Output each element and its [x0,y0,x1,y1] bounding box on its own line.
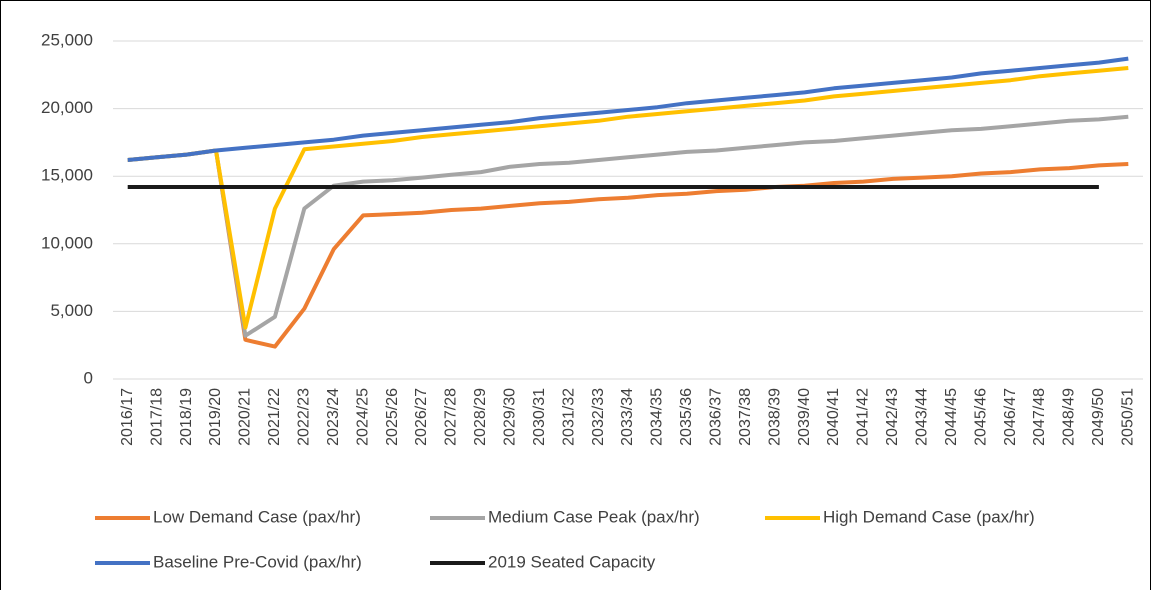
x-tick-label: 2017/18 [148,388,165,446]
x-tick-label: 2026/27 [413,388,430,446]
x-tick-label: 2035/36 [678,388,695,446]
x-tick-label: 2031/32 [560,388,577,446]
legend-label: 2019 Seated Capacity [488,552,656,571]
x-tick-label: 2018/19 [178,388,195,446]
legend-label: Medium Case Peak (pax/hr) [488,507,700,526]
series-line [127,114,1129,338]
y-tick-label: 10,000 [41,233,93,252]
x-tick-label: 2030/31 [531,388,548,446]
x-tick-label: 2044/45 [943,388,960,446]
y-tick-label: 0 [84,368,93,387]
x-tick-label: 2046/47 [1002,388,1019,446]
x-tick-label: 2025/26 [384,388,401,446]
x-tick-label: 2023/24 [325,388,342,446]
x-tick-label: 2045/46 [972,388,989,446]
y-tick-label: 15,000 [41,166,93,185]
x-tick-label: 2037/38 [737,388,754,446]
x-tick-label: 2048/49 [1061,388,1078,446]
x-tick-label: 2042/43 [884,388,901,446]
x-tick-label: 2043/44 [914,388,931,446]
x-tick-label: 2036/37 [708,388,725,446]
x-tick-label: 2038/39 [766,388,783,446]
y-tick-label: 25,000 [41,30,93,49]
x-tick-label: 2024/25 [354,388,371,446]
legend-label: High Demand Case (pax/hr) [823,507,1035,526]
series-line [127,66,1129,330]
x-tick-label: 2039/40 [796,388,813,446]
x-tick-label: 2041/42 [855,388,872,446]
series-line [127,56,1129,162]
x-tick-label: 2027/28 [443,388,460,446]
x-tick-label: 2047/48 [1031,388,1048,446]
x-tick-label: 2049/50 [1090,388,1107,446]
y-tick-label: 20,000 [41,98,93,117]
legend-label: Low Demand Case (pax/hr) [153,507,361,526]
x-tick-label: 2016/17 [119,388,136,446]
x-tick-label: 2029/30 [502,388,519,446]
legend-label: Baseline Pre-Covid (pax/hr) [153,552,362,571]
x-tick-label: 2021/22 [266,388,283,446]
x-tick-label: 2032/33 [590,388,607,446]
x-tick-label: 2033/34 [619,388,636,446]
x-tick-label: 2022/23 [296,388,313,446]
x-tick-label: 2019/20 [207,388,224,446]
x-tick-label: 2040/41 [825,388,842,446]
x-tick-label: 2034/35 [649,388,666,446]
x-tick-label: 2028/29 [472,388,489,446]
x-tick-label: 2050/51 [1120,388,1137,446]
y-tick-label: 5,000 [50,301,93,320]
series-line [127,148,1129,349]
x-tick-label: 2020/21 [237,388,254,446]
